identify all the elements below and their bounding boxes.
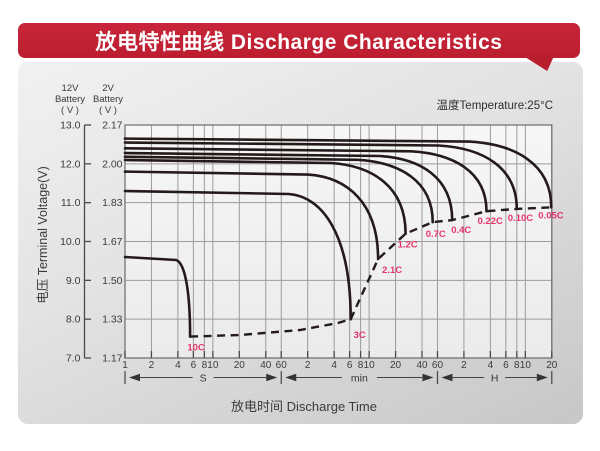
c-rate-label-1.2C: 1.2C [398, 240, 418, 251]
discharge-curves [123, 137, 553, 338]
x-tick-label: 4 [175, 360, 181, 371]
y-label-2v: 1.67 [102, 236, 123, 248]
c-rate-label-0.4C: 0.4C [451, 225, 471, 236]
x-tick-label: 2 [461, 360, 467, 371]
arrow-left-icon [441, 373, 453, 382]
arrow-right-icon [266, 373, 278, 382]
curve-2.1C [123, 170, 380, 261]
c-rate-labels: 10C 3C 2.1C 1.2C 0.7C 0.4C 0.22C 0.10C 0.05C [187, 210, 563, 353]
x-tick-label: 2 [305, 360, 311, 371]
y-axis-title: 电压 Terminal Voltage(V) [36, 166, 50, 304]
page-title: 放电特性曲线 Discharge Characteristics [95, 30, 503, 54]
x-tick-label: 20 [234, 360, 246, 371]
section-label-S: S [200, 373, 207, 385]
y-axis-header-2v: 2V Battery ( V ) [93, 83, 123, 116]
x-tick-label: 2 [149, 360, 155, 371]
x-tick-label: 10 [207, 360, 219, 371]
arrow-right-icon [422, 373, 434, 382]
x-axis-labels: 1 2 4 6 8 10 20 40 60 2 4 6 8 10 20 40 60 2 4 6 8 10 20 [122, 360, 558, 371]
arrow-left-icon [285, 373, 297, 382]
x-tick-label: 4 [488, 360, 494, 371]
curve-0.4C [123, 151, 454, 222]
y-label-12v: 11.0 [61, 197, 81, 209]
x-tick-label: 8 [358, 360, 364, 371]
x-tick-label: 1 [122, 360, 128, 371]
x-tick-label: 8 [202, 360, 208, 371]
curve-0.22C [123, 147, 488, 213]
y-label-2v: 2.17 [102, 120, 123, 132]
x-tick-label: 40 [260, 360, 272, 371]
c-rate-label-0.7C: 0.7C [426, 229, 446, 240]
temperature-label: 温度Temperature:25°C [437, 98, 553, 112]
y-label-2v: 1.50 [102, 275, 123, 287]
curve-3C [123, 189, 352, 321]
y-label-2v: 1.83 [102, 197, 123, 209]
x-tick-label: 6 [191, 360, 197, 371]
y-label-2v: 2.00 [102, 158, 123, 170]
y-axis-labels: 13.0 2.17 12.0 2.00 11.0 1.83 10.0 1.67 9.0 1.50 8… [60, 120, 123, 365]
y-label-2v: 1.17 [102, 353, 123, 365]
x-tick-label: 40 [416, 360, 428, 371]
x-tick-label: 20 [390, 360, 402, 371]
header-2v-line1: 2V [102, 83, 114, 94]
x-tick-label: 60 [276, 360, 288, 371]
header-12v-line2: Battery [55, 94, 85, 105]
section-label-min: min [351, 373, 368, 385]
x-tick-label: 4 [331, 360, 337, 371]
c-rate-label-0.05C: 0.05C [538, 210, 563, 221]
header-2v-line3: ( V ) [99, 105, 117, 116]
x-tick-label: 6 [347, 360, 353, 371]
c-rate-label-2.1C: 2.1C [382, 265, 402, 276]
x-tick-label: 10 [520, 360, 532, 371]
curve-1.2C [123, 158, 407, 235]
c-rate-label-0.10C: 0.10C [508, 213, 533, 224]
y-label-12v: 8.0 [66, 314, 81, 326]
y-label-12v: 12.0 [60, 158, 81, 170]
x-tick-label: 60 [432, 360, 444, 371]
x-tick-label: 20 [546, 360, 558, 371]
x-tick-label: 10 [364, 360, 376, 371]
arrow-right-icon [536, 373, 548, 382]
y-axis-header-12v: 12V Battery ( V ) [55, 83, 85, 116]
curve-0.05C [123, 137, 553, 209]
title-banner: 放电特性曲线 Discharge Characteristics [18, 23, 580, 71]
header-12v-line1: 12V [62, 83, 80, 94]
x-tick-label: 8 [514, 360, 520, 371]
y-label-12v: 9.0 [66, 275, 81, 287]
c-rate-label-0.22C: 0.22C [478, 216, 503, 227]
c-rate-label-10C: 10C [187, 343, 205, 354]
axis-ticks [124, 351, 553, 358]
c-rate-label-3C: 3C [354, 330, 366, 341]
curve-0.10C [123, 141, 519, 211]
y-label-12v: 10.0 [60, 236, 81, 248]
x-tick-label: 6 [503, 360, 509, 371]
plot-border [124, 124, 553, 359]
y-label-2v: 1.33 [102, 314, 123, 326]
x-axis-title: 放电时间 Discharge Time [231, 399, 377, 414]
curve-0.7C [123, 155, 434, 224]
section-label-H: H [491, 373, 499, 385]
cutoff-line-path [190, 206, 552, 338]
y-label-12v: 13.0 [60, 120, 81, 132]
curve-10C [123, 255, 192, 338]
header-12v-line3: ( V ) [61, 105, 79, 116]
arrow-left-icon [129, 373, 140, 382]
cutoff-dashed-line [190, 206, 552, 338]
y-label-12v: 7.0 [66, 353, 81, 365]
header-2v-line2: Battery [93, 94, 123, 105]
